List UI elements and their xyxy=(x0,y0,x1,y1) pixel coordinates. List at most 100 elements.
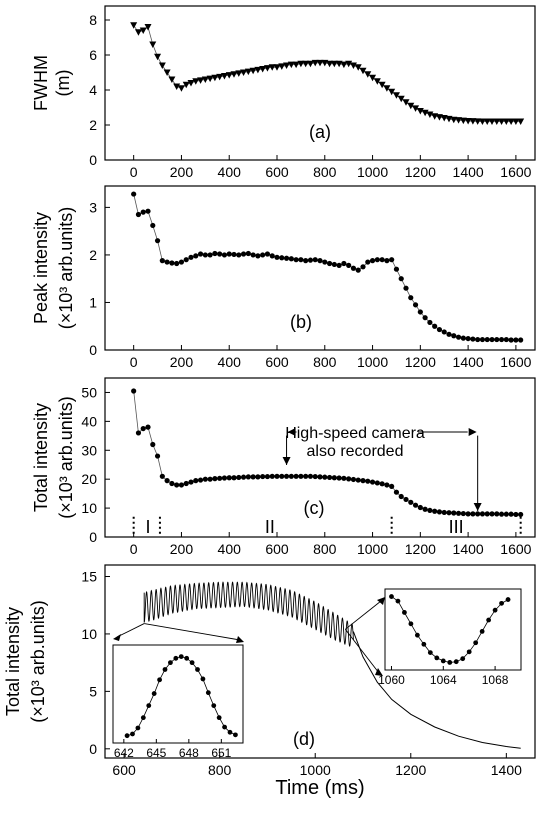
panel-c-xtick-label: 800 xyxy=(313,541,337,557)
panel-b-point xyxy=(455,334,462,340)
panel-a-point xyxy=(306,60,314,68)
panel-d-xtick-label: 800 xyxy=(208,762,232,778)
panel-d-ylabel-line2: (×10³ arb.units) xyxy=(28,600,48,723)
panel-c-point xyxy=(484,511,490,517)
panel-b-xtick-label: 400 xyxy=(218,354,242,370)
panel-a-point xyxy=(464,117,472,125)
panel-d-inset-left-point xyxy=(195,667,200,672)
panel-c-point xyxy=(131,388,137,394)
panel-a-point xyxy=(149,41,157,48)
panel-b-point xyxy=(489,336,495,343)
panel-b-point xyxy=(436,326,443,333)
panel-c-point xyxy=(422,506,428,512)
panel-c-point xyxy=(427,507,433,514)
panel-b-point xyxy=(494,336,500,343)
panel-c-ylabel-line1: Total intensity xyxy=(31,403,51,512)
panel-a-point xyxy=(455,117,463,124)
panel-d-inset-right-point xyxy=(427,650,433,656)
panel-a-point xyxy=(163,69,171,76)
panel-d-inset-left-point xyxy=(233,732,238,738)
panel-b-ylabel-line2: (×10³ arb.units) xyxy=(56,207,76,330)
panel-c-point xyxy=(264,473,271,480)
panel-c-point xyxy=(374,480,380,486)
panel-b-point xyxy=(231,251,237,258)
panel-b-point xyxy=(183,257,189,263)
panel-b-point xyxy=(403,285,409,291)
panel-c-point xyxy=(288,473,294,479)
panel-d-ytick-label: 0 xyxy=(89,741,97,757)
panel-c-region-label: II xyxy=(265,517,275,537)
panel-c-point xyxy=(279,473,285,479)
panel-a-point xyxy=(134,29,142,36)
panel-c-point xyxy=(408,499,414,505)
panel-c-point xyxy=(169,480,175,487)
panel-d-inset-left-point xyxy=(178,654,184,659)
panel-a-point xyxy=(249,67,257,75)
panel-c-point xyxy=(455,510,462,516)
panel-c-ytick-label: 0 xyxy=(89,529,97,545)
panel-a-line xyxy=(133,25,521,122)
panel-d-inset-right-point xyxy=(453,659,459,665)
panel-d-inset-right-arrow-2 xyxy=(375,668,383,676)
panel-d-inset-left-point xyxy=(124,733,130,739)
panel-a-ytick-label: 6 xyxy=(89,47,97,63)
panel-c-point xyxy=(393,489,400,495)
panel-c-point xyxy=(207,476,213,482)
panel-c-point xyxy=(245,474,251,480)
panel-b-point xyxy=(274,254,280,260)
panel-b-point xyxy=(226,251,232,257)
panel-c-point xyxy=(503,511,509,517)
panel-d-inset-left-point xyxy=(211,703,217,709)
panel-a-point xyxy=(416,108,424,115)
panel-d-inset-left-connector-2 xyxy=(144,623,241,641)
panel-b-point xyxy=(393,266,400,272)
panel-d-inset-left-point xyxy=(173,655,179,661)
panel-c-xtick-label: 1000 xyxy=(357,541,388,557)
panel-d-inset-left-xtick-label: 651 xyxy=(211,746,231,760)
panel-a-ytick-label: 4 xyxy=(89,82,97,98)
panel-a-point xyxy=(397,95,405,103)
panel-d-xtick-label: 1000 xyxy=(300,762,331,778)
panel-b-point xyxy=(312,257,318,263)
panel-d-inset-right-point xyxy=(408,621,414,627)
panel-a-point xyxy=(378,81,386,89)
panel-b-point xyxy=(164,259,170,265)
panel-c-point xyxy=(326,474,333,481)
panel-c-point xyxy=(231,475,237,481)
panel-c-point xyxy=(164,478,170,484)
panel-b-point xyxy=(331,261,337,268)
panel-c-point xyxy=(240,474,247,480)
panel-c-point xyxy=(255,474,261,480)
panel-b-point xyxy=(374,257,380,263)
panel-d-inset-left-point xyxy=(227,729,233,735)
panel-c-point xyxy=(360,478,366,484)
panel-c-point xyxy=(312,473,318,480)
panel-a-ytick-label: 2 xyxy=(89,117,97,133)
panel-a-point xyxy=(330,60,338,68)
panel-d-inset-left-xtick-label: 648 xyxy=(179,746,199,760)
panel-d-label: (d) xyxy=(293,729,315,749)
panel-b-point xyxy=(140,209,146,215)
panel-a-point xyxy=(292,61,300,69)
panel-b-point xyxy=(264,251,271,257)
panel-c-ylabel-line2: (×10³ arb.units) xyxy=(56,396,76,519)
panel-b-point xyxy=(197,251,204,257)
panel-c-point xyxy=(221,475,228,481)
panel-d-inset-left-point xyxy=(200,676,206,682)
panel-c-point xyxy=(145,424,151,430)
panel-a-point xyxy=(173,83,181,90)
panel-c-point xyxy=(475,511,481,517)
panel-a-point xyxy=(512,118,520,125)
panel-c-point xyxy=(159,473,165,479)
panel-a-point xyxy=(187,80,195,87)
panel-c-point xyxy=(513,511,519,518)
panel-c-point xyxy=(465,511,471,517)
panel-a-point xyxy=(402,99,410,106)
panel-b-point xyxy=(293,257,299,263)
panel-a-point xyxy=(154,53,162,61)
panel-a-point xyxy=(517,118,525,125)
panel-b-point xyxy=(159,258,165,264)
panel-a-point xyxy=(168,76,176,83)
panel-d-inset-left-point xyxy=(216,715,222,721)
